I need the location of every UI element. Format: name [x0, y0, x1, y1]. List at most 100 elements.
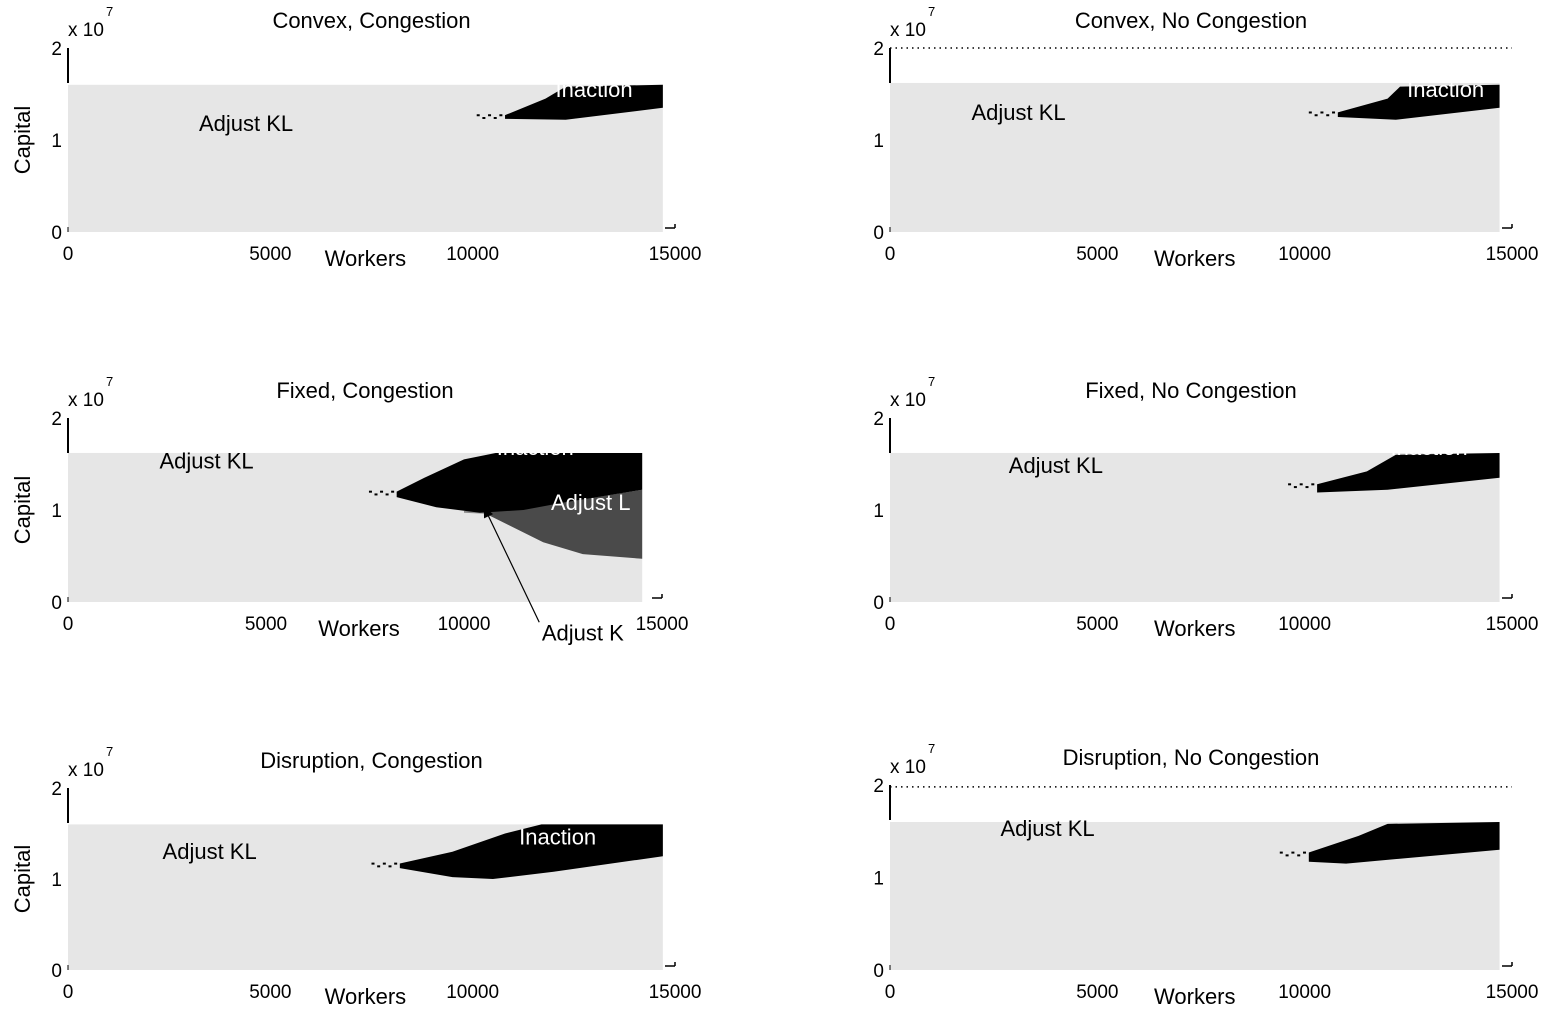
region-adjust-l	[483, 489, 643, 559]
chart-title: Disruption, No Congestion	[1063, 745, 1320, 770]
x-tick-label: 5000	[1076, 614, 1118, 635]
y-exponent-power: 7	[928, 4, 935, 19]
region-label-adjust-kl: Adjust KL	[199, 111, 293, 136]
x-tick-label: 0	[63, 614, 74, 635]
region-inaction	[396, 452, 643, 513]
inaction-speckle	[1293, 486, 1297, 489]
x-tick-label: 15000	[649, 244, 702, 265]
inaction-speckle	[1311, 483, 1315, 486]
inaction-speckle	[488, 114, 492, 117]
x-tick-label: 15000	[649, 982, 702, 1003]
chart-panel: Adjust KL Inaction 0 1 2 0 5000 10000 15000 x 107…	[873, 741, 1538, 1009]
y-exponent-power: 7	[106, 374, 113, 389]
x-tick-label: 10000	[446, 982, 499, 1003]
x-tick-label: 5000	[249, 982, 291, 1003]
inaction-speckle	[1279, 851, 1283, 854]
region-label-adjust-kl: Adjust KL	[971, 100, 1065, 125]
x-tick-label: 5000	[245, 614, 287, 635]
region-label-adjust-l: Adjust L	[551, 490, 631, 515]
chart-panel: Adjust KL Inaction 0 1 2 0 5000 10000 15000 x 107…	[10, 744, 701, 1009]
chart-panel: Adjust KL Adjust K Adjust L Inaction 0 1 2 0 500…	[10, 374, 688, 646]
x-tick-label: 10000	[1278, 614, 1331, 635]
y-tick-label: 2	[51, 409, 62, 430]
x-axis-label: Workers	[318, 616, 400, 641]
y-tick-label: 2	[51, 39, 62, 60]
inaction-speckle	[476, 114, 480, 117]
chart-panel: Adjust KL Inaction 0 1 2 0 5000 10000 15000 x 107…	[873, 4, 1538, 271]
inaction-speckle	[493, 117, 497, 119]
inaction-speckle	[391, 490, 395, 493]
region-label-adjust-kl: Adjust KL	[1000, 816, 1094, 841]
region-label-adjust-kl: Adjust KL	[160, 449, 254, 474]
region-label-inaction: Inaction	[556, 77, 633, 102]
region-label-adjust-kl: Adjust KL	[163, 839, 257, 864]
x-tick-label: 0	[885, 244, 896, 265]
inaction-speckle	[1285, 854, 1289, 857]
y-exponent-label: x 10	[68, 760, 104, 781]
y-tick-label: 2	[51, 779, 62, 800]
inaction-speckle	[1303, 851, 1307, 854]
x-tick-label: 5000	[1076, 982, 1118, 1003]
chart-title: Convex, Congestion	[272, 8, 470, 33]
y-tick-label: 2	[873, 39, 884, 60]
inaction-speckle	[394, 862, 398, 865]
y-tick-label: 1	[51, 870, 62, 891]
region-inaction	[399, 824, 663, 879]
chart-panel: Adjust KL Inaction 0 1 2 0 5000 10000 15000 x 107…	[873, 374, 1538, 641]
y-axis-label: Capital	[10, 845, 35, 913]
inaction-speckle	[368, 490, 372, 493]
x-tick-label: 10000	[1278, 982, 1331, 1003]
chart-panel: Adjust KL Inaction 0 1 2 0 5000 10000 15000 x 107…	[10, 4, 701, 271]
adjust-k-arrow	[483, 506, 540, 623]
chart-title: Fixed, No Congestion	[1085, 378, 1297, 403]
inaction-speckle	[1299, 483, 1303, 486]
inaction-speckle	[1332, 111, 1336, 114]
x-tick-label: 15000	[636, 614, 689, 635]
chart-title: Fixed, Congestion	[276, 378, 453, 403]
inaction-speckle	[1305, 486, 1309, 489]
y-tick-label: 0	[51, 961, 62, 982]
region-label-adjust-k: Adjust K	[542, 621, 624, 646]
x-axis-label: Workers	[1154, 246, 1236, 271]
x-tick-label: 0	[63, 244, 74, 265]
inaction-speckle	[1297, 854, 1301, 857]
y-tick-label: 0	[873, 593, 884, 614]
y-axis-label: Capital	[10, 476, 35, 544]
inaction-speckle	[1314, 114, 1318, 117]
x-tick-label: 15000	[1486, 244, 1539, 265]
region-inaction	[1317, 452, 1500, 493]
inaction-speckle	[371, 862, 375, 865]
inaction-speckle	[388, 865, 392, 868]
inaction-speckle	[482, 117, 486, 119]
x-tick-label: 5000	[249, 244, 291, 265]
y-tick-label: 0	[873, 223, 884, 244]
inaction-speckle	[385, 493, 389, 496]
x-tick-label: 10000	[438, 614, 491, 635]
y-exponent-label: x 10	[68, 20, 104, 41]
x-axis-label: Workers	[1154, 984, 1236, 1009]
inaction-speckle	[374, 493, 378, 496]
y-tick-label: 2	[873, 409, 884, 430]
y-tick-label: 1	[873, 131, 884, 152]
region-label-inaction: Inaction	[1391, 802, 1468, 827]
y-axis-label: Capital	[10, 106, 35, 174]
region-label-inaction: Inaction	[1407, 77, 1484, 102]
x-tick-label: 15000	[1486, 982, 1539, 1003]
x-axis-label: Workers	[1154, 616, 1236, 641]
inaction-speckle	[1308, 111, 1312, 114]
x-tick-label: 10000	[1278, 244, 1331, 265]
y-exponent-power: 7	[928, 374, 935, 389]
region-label-inaction: Inaction	[497, 435, 574, 460]
inaction-speckle	[1326, 114, 1330, 117]
region-inaction	[1308, 822, 1500, 864]
y-tick-label: 0	[873, 961, 884, 982]
y-tick-label: 0	[51, 593, 62, 614]
y-exponent-label: x 10	[890, 757, 926, 778]
x-tick-label: 5000	[1076, 244, 1118, 265]
inaction-speckle	[1291, 851, 1295, 854]
adjust-k-arrowhead	[483, 506, 494, 519]
inaction-speckle	[1288, 483, 1292, 486]
x-axis-label: Workers	[325, 246, 407, 271]
inaction-speckle	[499, 114, 503, 117]
